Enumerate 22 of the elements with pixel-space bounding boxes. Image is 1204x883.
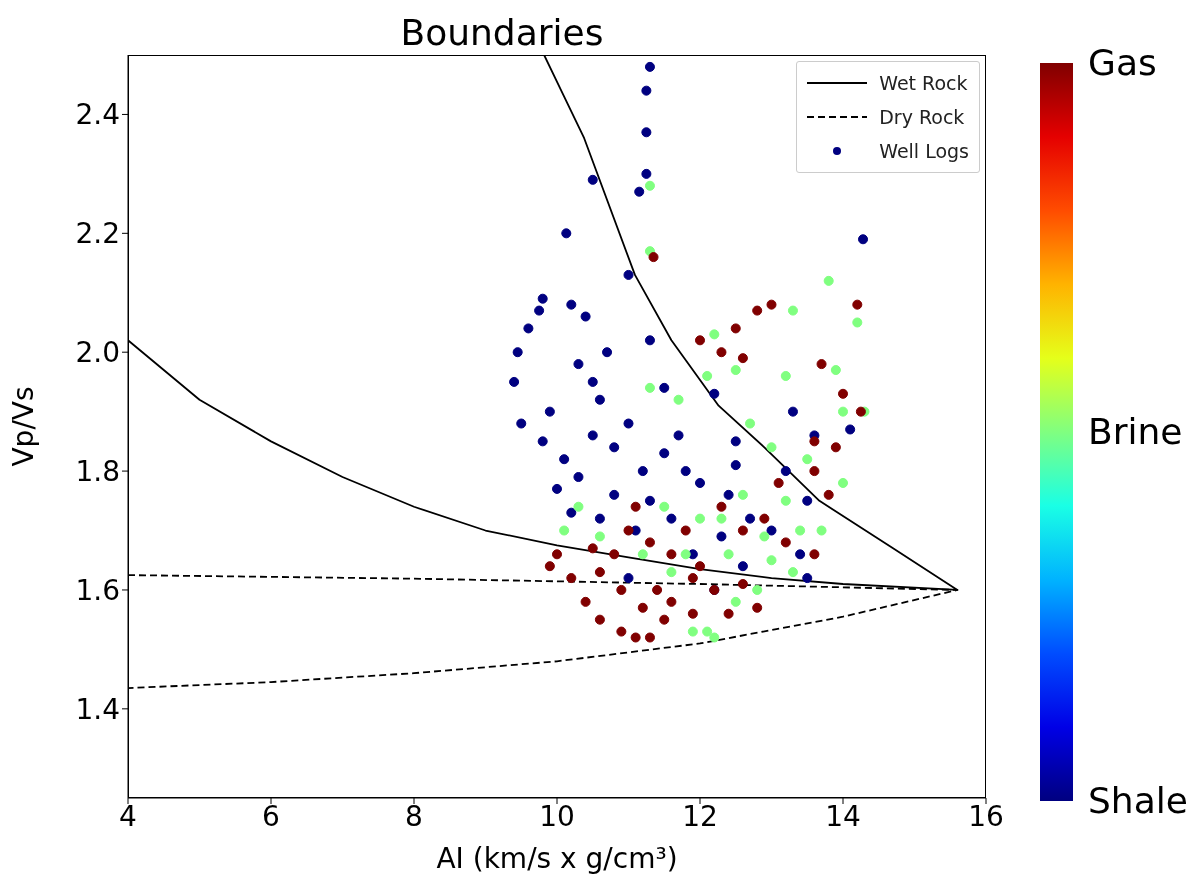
x-axis-title: AI (km/s x g/cm³) [436,842,678,875]
legend-label: Wet Rock [879,72,968,94]
color-bar-label: Shale [1088,779,1188,823]
y-axis-title: Vp/Vs [6,386,40,467]
y-tick-label: 2.4 [75,98,120,132]
y-tick-label: 2.2 [75,217,120,251]
y-tick-label: 1.6 [75,573,120,607]
x-tick-label: 12 [682,799,718,833]
legend-label: Well Logs [879,140,969,162]
x-tick-label: 8 [405,799,423,833]
x-tick-label: 16 [968,799,1004,833]
x-tick-label: 10 [539,799,575,833]
x-tick-label: 14 [825,799,861,833]
y-tick-label: 1.4 [75,692,120,726]
color-bar-label: Brine [1088,410,1183,454]
color-bar-label: Gas [1088,41,1157,85]
y-tick-label: 1.8 [75,455,120,489]
y-tick-label: 2.0 [75,336,120,370]
x-tick-label: 4 [119,799,137,833]
legend-label: Dry Rock [879,106,965,128]
x-tick-label: 6 [262,799,280,833]
chart-title: Boundaries [399,12,605,53]
